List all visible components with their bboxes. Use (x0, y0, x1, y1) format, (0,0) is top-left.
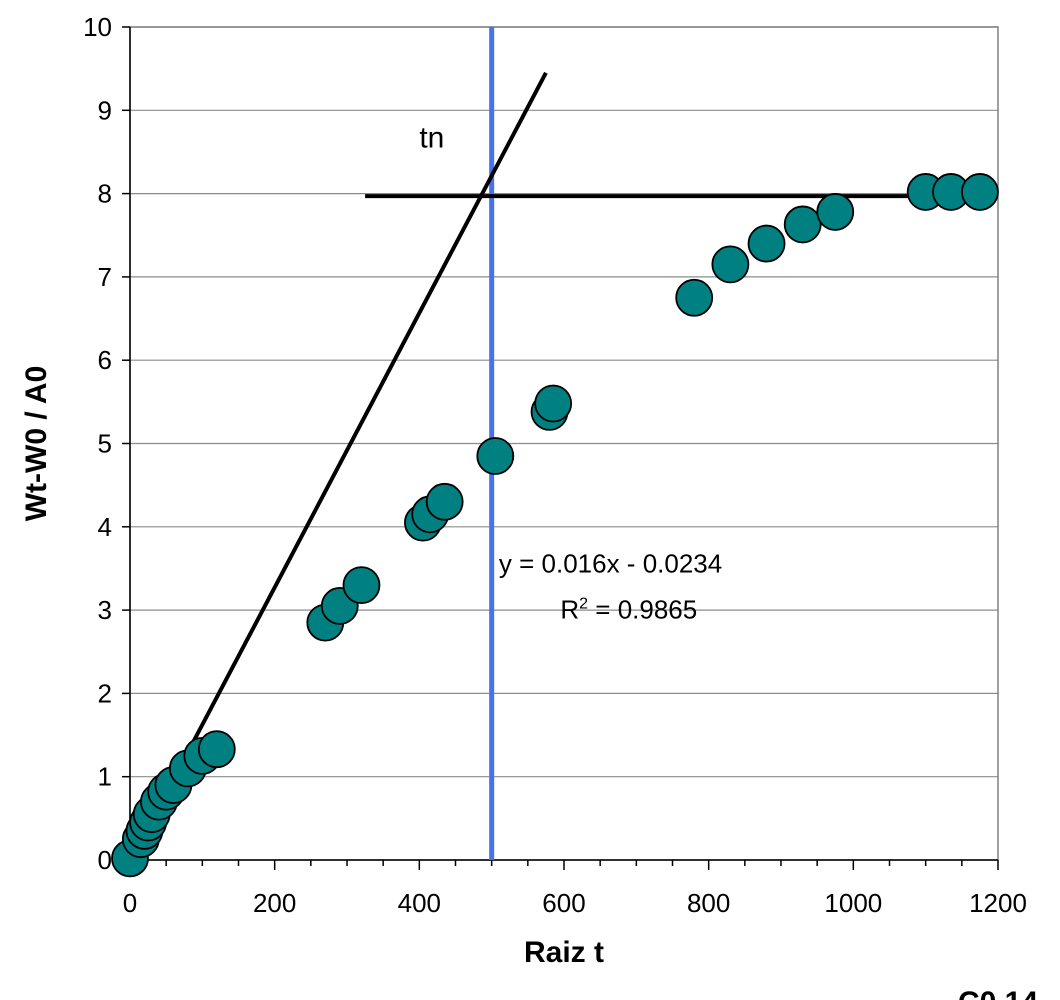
data-point (534, 384, 573, 423)
data-point (783, 205, 822, 244)
data-point (961, 173, 999, 211)
x-tick-label-600: 600 (542, 888, 585, 918)
axes (122, 26, 999, 870)
y-tick-label-0: 0 (98, 845, 112, 875)
data-points (111, 173, 999, 878)
x-tick-label-1200: 1200 (969, 888, 1027, 918)
y-tick-label-4: 4 (98, 512, 112, 542)
r-squared-value: = 0.9865 (588, 594, 697, 624)
linear-trendline (128, 71, 548, 863)
x-tick-label-400: 400 (398, 888, 441, 918)
x-axis-title: Raiz t (524, 936, 604, 969)
y-tick-label-7: 7 (98, 262, 112, 292)
data-point (342, 566, 381, 605)
y-axis-title: Wt-W0 / A0 (20, 366, 53, 522)
r-squared-label: R2 = 0.9865 (560, 594, 697, 624)
tn-annotation: tn (419, 122, 444, 155)
r-squared-prefix: R (560, 594, 579, 624)
y-tick-label-6: 6 (98, 345, 112, 375)
y-tick-labels: 0 1 2 3 4 5 6 7 8 9 10 (83, 12, 112, 875)
y-tick-label-2: 2 (98, 678, 112, 708)
data-point (197, 730, 236, 769)
y-tick-label-9: 9 (98, 95, 112, 125)
data-point (425, 482, 464, 521)
r-squared-superscript: 2 (579, 595, 588, 612)
reference-lines (128, 27, 998, 863)
corner-label: C0 14 (958, 986, 1038, 1000)
y-tick-label-10: 10 (83, 12, 112, 42)
y-tick-label-5: 5 (98, 429, 112, 459)
x-tick-label-1000: 1000 (824, 888, 882, 918)
y-tick-label-3: 3 (98, 595, 112, 625)
x-tick-label-200: 200 (253, 888, 296, 918)
trendline-equation: y = 0.016x - 0.0234 (499, 548, 722, 578)
y-tick-label-1: 1 (98, 762, 112, 792)
x-tick-label-0: 0 (123, 888, 137, 918)
data-point (747, 224, 786, 263)
y-tick-label-8: 8 (98, 179, 112, 209)
x-tick-labels: 0 200 400 600 800 1000 1200 (123, 888, 1027, 918)
data-point (816, 193, 855, 231)
data-point (476, 437, 515, 475)
data-point (675, 278, 714, 317)
data-point (711, 245, 750, 284)
x-tick-label-800: 800 (687, 888, 730, 918)
